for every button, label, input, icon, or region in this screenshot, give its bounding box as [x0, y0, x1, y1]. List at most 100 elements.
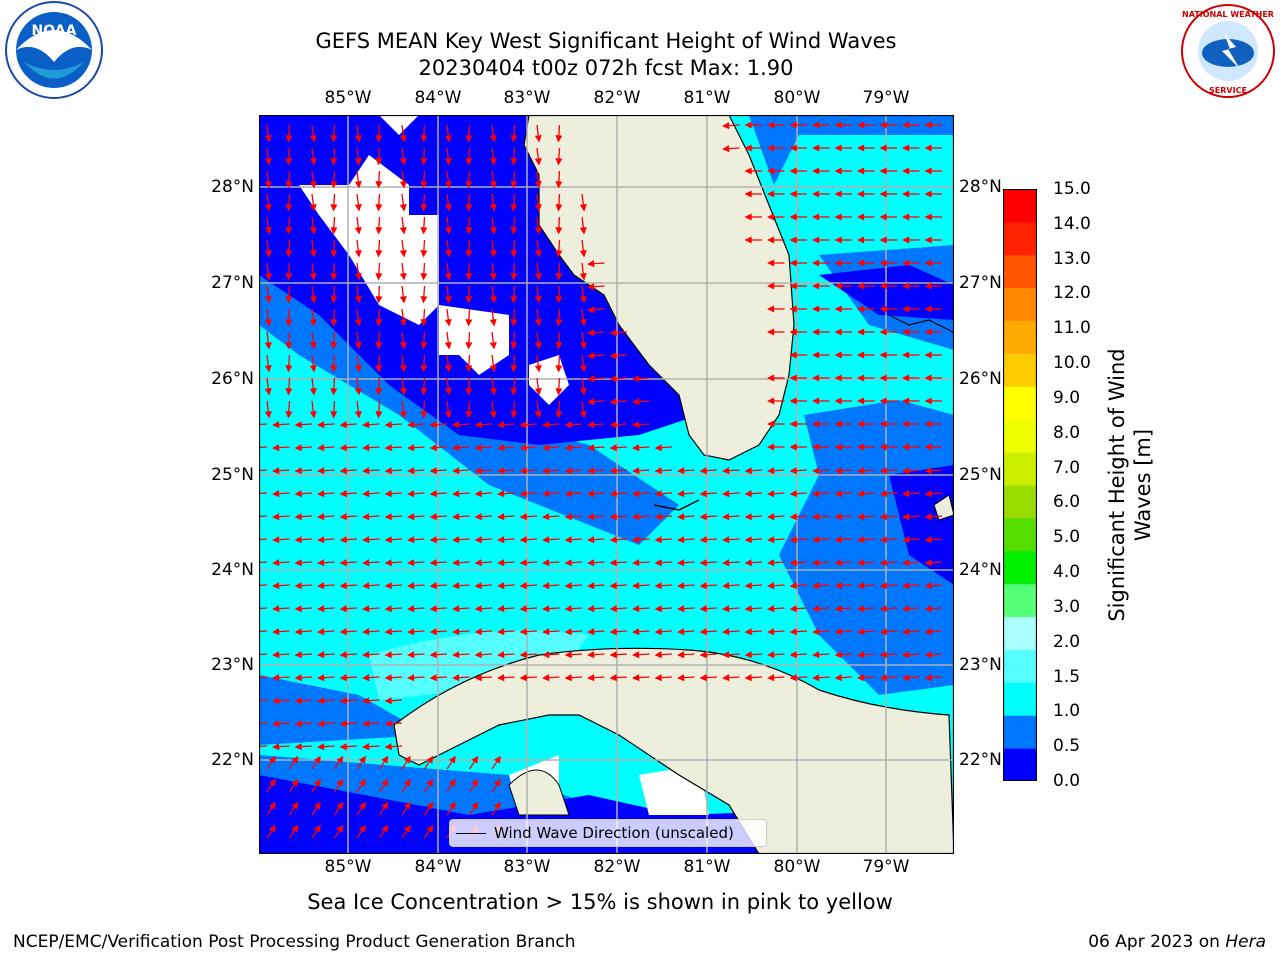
- wind-arrow-head: [924, 536, 932, 544]
- wind-arrow-head: [362, 421, 370, 429]
- wind-arrow-head: [384, 582, 392, 590]
- wind-arrow-head: [564, 582, 572, 590]
- wind-arrow-head: [317, 720, 325, 728]
- wind-arrow-head: [924, 351, 932, 359]
- wind-arrow-head: [924, 674, 932, 682]
- wind-arrow-head: [317, 559, 325, 567]
- wind-arrow-head: [354, 318, 362, 327]
- colorbar-swatch: [1003, 320, 1037, 354]
- wind-arrow-head: [812, 213, 820, 221]
- wind-arrow-head: [444, 410, 452, 419]
- wind-arrow-head: [924, 213, 932, 221]
- wind-arrow-head: [654, 628, 662, 636]
- wind-arrow-head: [767, 420, 775, 428]
- wind-arrow-head: [354, 364, 362, 373]
- wind-arrow-head: [924, 328, 932, 336]
- wind-arrow-head: [579, 203, 587, 212]
- wind-arrow-head: [534, 364, 542, 373]
- wind-arrow-head: [375, 250, 383, 258]
- wind-arrow-head: [834, 443, 842, 451]
- wind-arrow-head: [309, 226, 317, 235]
- lat-tick-right: 26°N: [959, 369, 1002, 389]
- wind-arrow-head: [474, 536, 482, 544]
- wind-arrow-head: [789, 282, 797, 290]
- wind-arrow-head: [812, 328, 820, 336]
- wind-arrow-head: [285, 204, 293, 212]
- wind-arrow-head: [285, 158, 293, 166]
- wind-arrow-head: [767, 651, 775, 659]
- wind-arrow-head: [429, 444, 437, 452]
- wind-arrow-head: [924, 374, 932, 382]
- colorbar-tick: 0.5: [1053, 736, 1081, 757]
- lat-tick-left: 28°N: [211, 177, 254, 197]
- wind-arrow-head: [330, 204, 338, 212]
- wind-arrow-head: [542, 490, 550, 498]
- wind-arrow-head: [294, 743, 302, 751]
- wind-arrow-head: [857, 397, 865, 405]
- wind-arrow-head: [632, 375, 640, 383]
- wind-arrow-head: [339, 582, 347, 590]
- wind-arrow-head: [354, 387, 362, 396]
- lon-tick-top: 81°W: [683, 88, 731, 108]
- wind-arrow-head: [407, 674, 415, 682]
- wind-arrow-head: [384, 605, 392, 613]
- wind-arrow-head: [339, 674, 347, 682]
- lon-tick-bot: 83°W: [503, 857, 551, 877]
- wind-arrow-head: [519, 490, 527, 498]
- wind-arrow-head: [317, 421, 325, 429]
- colorbar-swatch: [1003, 353, 1037, 387]
- wind-arrow-head: [407, 421, 415, 429]
- wind-arrow-head: [285, 250, 293, 258]
- wind-arrow-head: [403, 778, 411, 787]
- wind-arrow-head: [789, 651, 797, 659]
- wind-arrow-head: [285, 342, 293, 350]
- wind-arrow-head: [812, 190, 820, 198]
- wind-arrow-head: [399, 295, 407, 304]
- wind-arrow-head: [579, 387, 587, 396]
- wind-arrow-head: [309, 272, 317, 281]
- wind-arrow-head: [834, 374, 842, 382]
- wind-arrow-head: [465, 319, 473, 327]
- wind-arrow-head: [309, 157, 317, 166]
- wind-arrow-head: [555, 342, 563, 350]
- wind-arrow-head: [375, 181, 383, 189]
- wind-arrow-head: [452, 582, 460, 590]
- wind-arrow-head: [542, 421, 550, 429]
- wind-arrow-head: [857, 490, 865, 498]
- wind-arrow-head: [789, 328, 797, 336]
- wind-arrow-head: [272, 513, 280, 521]
- wind-arrow-head: [812, 490, 820, 498]
- wind-arrow-head: [555, 181, 563, 189]
- wind-arrow-head: [699, 467, 707, 475]
- wind-arrow-head: [542, 628, 550, 636]
- wind-arrow-head: [767, 467, 775, 475]
- wind-arrow-head: [339, 743, 347, 751]
- wind-arrow-head: [609, 444, 617, 452]
- wind-arrow-head: [789, 305, 797, 313]
- wind-arrow-head: [285, 388, 293, 396]
- wind-arrow-head: [542, 582, 550, 590]
- wind-arrow-head: [609, 421, 617, 429]
- credit-host: Hera: [1225, 932, 1266, 952]
- wind-arrow-head: [294, 605, 302, 613]
- wind-arrow-head: [339, 444, 347, 452]
- wind-arrow: [259, 676, 268, 679]
- wind-arrow-head: [767, 144, 775, 152]
- wind-arrow-head: [420, 250, 428, 258]
- lat-tick-left: 27°N: [211, 273, 254, 293]
- wind-arrow-head: [564, 536, 572, 544]
- wind-arrow-head: [767, 628, 775, 636]
- wind-arrow-head: [285, 319, 293, 327]
- wind-arrow-head: [420, 388, 428, 396]
- wind-arrow-head: [309, 318, 317, 327]
- wind-arrow-head: [812, 305, 820, 313]
- wind-arrow-head: [789, 467, 797, 475]
- colorbar-swatch: [1003, 452, 1037, 486]
- wind-arrow-head: [609, 605, 617, 613]
- wind-arrow-head: [399, 180, 407, 189]
- wind-arrow-head: [317, 697, 325, 705]
- wind-arrow-head: [902, 490, 910, 498]
- wind-arrow-head: [429, 582, 437, 590]
- wind-arrow-head: [362, 444, 370, 452]
- lat-tick-left: 25°N: [211, 465, 254, 485]
